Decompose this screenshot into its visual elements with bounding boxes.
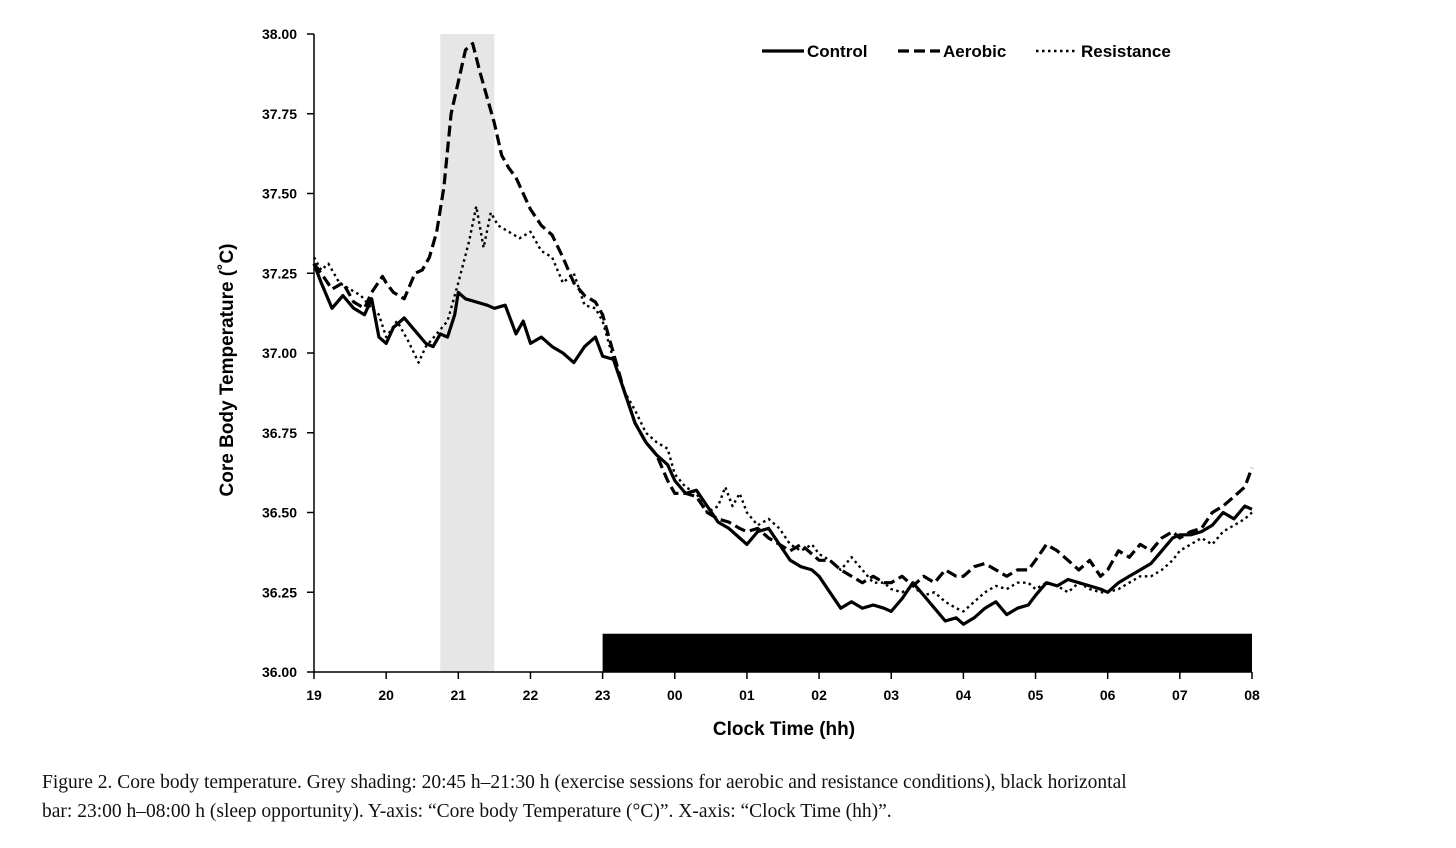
x-tick-label: 03 [883,687,899,703]
x-tick-label: 21 [451,687,467,703]
legend: Control Aerobic Resistance [762,42,1171,61]
y-tick-label: 37.50 [262,186,297,202]
x-tick-label: 01 [739,687,755,703]
x-tick-label: 22 [523,687,539,703]
x-tick-label: 04 [956,687,972,703]
series-lines [312,42,1254,626]
axes: 38.00 37.75 37.50 37.25 37.00 36.75 36.50 36.25… [262,26,1260,703]
temperature-chart: 38.00 37.75 37.50 37.25 37.00 36.75 36.50 36.25… [217,26,1260,740]
x-tick-label: 19 [306,687,322,703]
y-tick-label: 36.00 [262,664,297,680]
x-tick-label: 23 [595,687,611,703]
plot-background [440,34,1252,672]
y-tick-label: 37.00 [262,345,297,361]
x-tick-label: 08 [1244,687,1260,703]
x-tick-label: 02 [811,687,827,703]
y-tick-label: 36.25 [262,584,297,600]
y-tick-label: 37.25 [262,265,297,281]
y-tick-label: 36.75 [262,425,297,441]
series-line-aerobic [312,42,1254,588]
x-tick-label: 05 [1028,687,1044,703]
exercise-shading [440,34,495,672]
legend-label-resistance: Resistance [1081,42,1171,61]
legend-label-control: Control [807,42,867,61]
series-line-resistance [312,205,1253,613]
series-line-control [312,263,1253,626]
caption-line-2: bar: 23:00 h–08:00 h (sleep opportunity)… [42,801,892,822]
x-tick-label: 06 [1100,687,1116,703]
x-tick-label: 07 [1172,687,1188,703]
caption-line-1: Figure 2. Core body temperature. Grey sh… [42,772,1127,793]
x-tick-label: 00 [667,687,683,703]
x-tick-label: 20 [378,687,394,703]
y-tick-label: 37.75 [262,106,297,122]
figure-caption: Figure 2. Core body temperature. Grey sh… [42,768,1447,826]
x-axis-title: Clock Time (hh) [713,719,855,740]
y-axis-title: Core Body Temperature (˚C) [217,243,238,496]
legend-label-aerobic: Aerobic [943,42,1006,61]
y-tick-label: 36.50 [262,505,297,521]
y-tick-label: 38.00 [262,26,297,42]
sleep-opportunity-bar [602,633,1252,672]
